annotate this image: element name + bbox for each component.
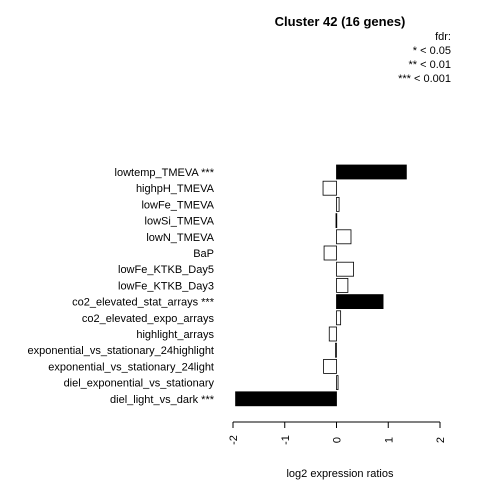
bar — [336, 310, 342, 326]
category-label: lowFe_KTKB_Day5 — [118, 264, 214, 276]
chart-title: Cluster 42 (16 genes) — [275, 14, 406, 29]
bar — [323, 245, 337, 261]
x-axis: -2 -1 0 1 2 — [228, 421, 447, 445]
legend-entry-1: * < 0.05 — [413, 45, 451, 57]
bar — [336, 261, 354, 277]
x-tick-label: 2 — [435, 437, 447, 443]
x-tick-label: -1 — [280, 435, 292, 445]
x-tick-label: 0 — [332, 437, 344, 443]
x-tick-label: -2 — [228, 435, 240, 445]
bar — [336, 229, 352, 245]
bar — [336, 164, 407, 180]
category-label: exponential_vs_stationary_24highlight — [27, 345, 214, 357]
bar — [336, 294, 384, 310]
category-label: lowN_TMEVA — [146, 232, 214, 244]
category-label: diel_exponential_vs_stationary — [64, 378, 215, 390]
bar — [328, 326, 337, 342]
bar — [335, 213, 338, 229]
bar — [335, 342, 337, 358]
bar — [336, 375, 339, 391]
bar — [323, 358, 337, 374]
bar — [336, 196, 340, 212]
bar — [322, 180, 337, 196]
x-axis-label: log2 expression ratios — [286, 468, 394, 480]
category-label: co2_elevated_stat_arrays *** — [72, 297, 215, 309]
category-label: lowFe_KTKB_Day3 — [118, 280, 214, 292]
bar — [235, 391, 337, 407]
category-label: BaP — [193, 248, 214, 260]
legend-title: fdr: — [435, 31, 451, 43]
category-label: lowFe_TMEVA — [141, 199, 214, 211]
category-label: lowSi_TMEVA — [145, 216, 215, 228]
bar — [336, 277, 349, 293]
category-label: lowtemp_TMEVA *** — [115, 167, 215, 179]
legend-entry-2: ** < 0.01 — [408, 59, 451, 71]
category-label: highlight_arrays — [136, 329, 214, 341]
legend: fdr: * < 0.05 ** < 0.01 *** < 0.001 — [398, 31, 451, 85]
category-label: co2_elevated_expo_arrays — [82, 313, 215, 325]
category-label: exponential_vs_stationary_24light — [48, 361, 214, 373]
category-label: diel_light_vs_dark *** — [110, 394, 215, 406]
category-labels: lowtemp_TMEVA *** highpH_TMEVA lowFe_TMEVA… — [27, 167, 214, 406]
legend-entry-3: *** < 0.001 — [398, 73, 451, 85]
category-label: highpH_TMEVA — [136, 183, 215, 195]
bars — [235, 164, 407, 407]
x-tick-label: 1 — [383, 437, 395, 443]
